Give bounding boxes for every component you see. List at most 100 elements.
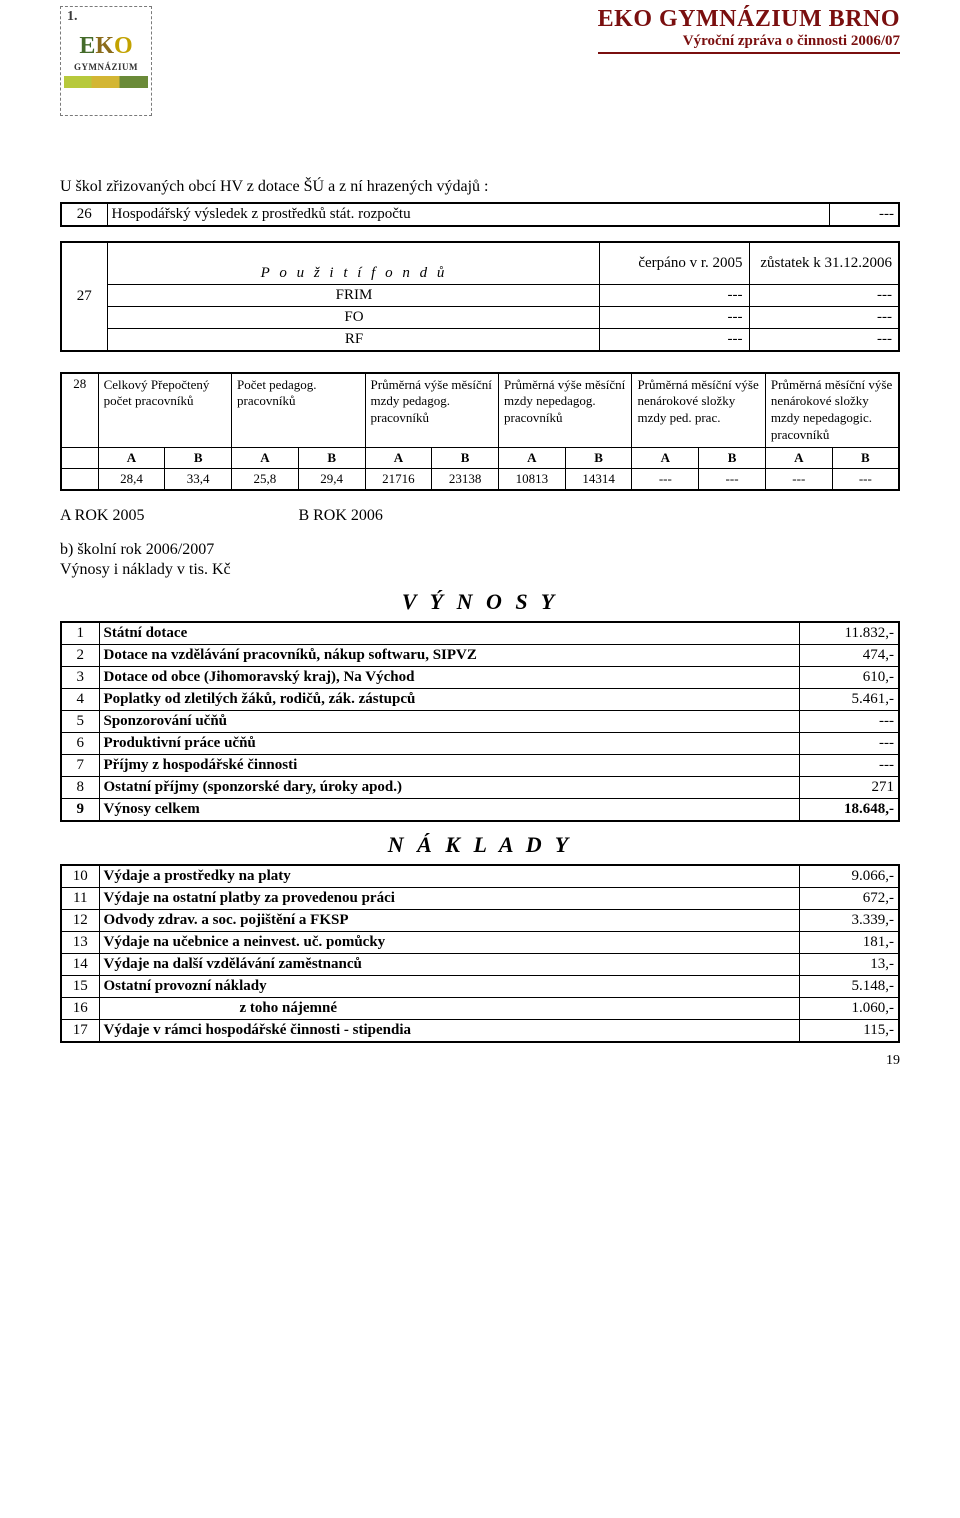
table-row: 27 P o u ž i t í f o n d ů čerpáno v r. … (61, 242, 899, 284)
val: 14314 (565, 469, 632, 491)
colhead: Celkový Přepočtený počet pracovníků (98, 373, 231, 448)
val: --- (632, 469, 699, 491)
ab: B (565, 448, 632, 469)
colhead: Průměrná měsíční výše nenárokové složky … (765, 373, 899, 448)
rok-b: B ROK 2006 (298, 507, 382, 524)
row-number: 17 (61, 1020, 99, 1043)
subhead-b2: Výnosy i náklady v tis. Kč (60, 561, 900, 579)
row-value: 3.339,- (799, 910, 899, 932)
table-row: 8Ostatní příjmy (sponzorské dary, úroky … (61, 777, 899, 799)
table-row: RF --- --- (61, 328, 899, 351)
fondy-row-label: RF (107, 328, 599, 351)
row-value: 672,- (799, 888, 899, 910)
row-number: 9 (61, 799, 99, 822)
val: --- (832, 469, 899, 491)
row-number: 26 (61, 203, 107, 226)
ab: B (165, 448, 232, 469)
row-label: z toho nájemné (99, 998, 799, 1020)
fondy-row-b: --- (749, 306, 899, 328)
fondy-col2: zůstatek k 31.12.2006 (749, 242, 899, 284)
val: 21716 (365, 469, 432, 491)
row-number: 6 (61, 733, 99, 755)
table-row: FRIM --- --- (61, 284, 899, 306)
row-value: 271 (799, 777, 899, 799)
ab: B (699, 448, 766, 469)
table-prum: 28 Celkový Přepočtený počet pracovníků P… (60, 372, 900, 492)
row-label: Příjmy z hospodářské činnosti (99, 755, 799, 777)
colhead: Průměrná měsíční výše nenárokové složky … (632, 373, 765, 448)
table-row: 4Poplatky od zletilých žáků, rodičů, zák… (61, 689, 899, 711)
row-value: 5.461,- (799, 689, 899, 711)
fondy-row-b: --- (749, 284, 899, 306)
fondy-row-b: --- (749, 328, 899, 351)
ab: A (632, 448, 699, 469)
vynosy-title: V Ý N O S Y (60, 589, 900, 615)
row-number: 8 (61, 777, 99, 799)
table-row: 6Produktivní práce učňů--- (61, 733, 899, 755)
val: --- (765, 469, 832, 491)
table-hv: 26 Hospodářský výsledek z prostředků stá… (60, 202, 900, 227)
row-label: Výnosy celkem (99, 799, 799, 822)
row-value: 610,- (799, 667, 899, 689)
row-label: Produktivní práce učňů (99, 733, 799, 755)
table-row: 5Sponzorování učňů--- (61, 711, 899, 733)
header-rule (598, 52, 900, 54)
fondy-row-a: --- (599, 284, 749, 306)
table-row: 14Výdaje na další vzdělávání zaměstnanců… (61, 954, 899, 976)
row-number: 14 (61, 954, 99, 976)
val: 29,4 (298, 469, 365, 491)
row-value: 9.066,- (799, 865, 899, 888)
row-value: --- (829, 203, 899, 226)
colhead: Počet pedagog. pracovníků (232, 373, 365, 448)
table-row: 13Výdaje na učebnice a neinvest. uč. pom… (61, 932, 899, 954)
row-number: 13 (61, 932, 99, 954)
header-title: EKO GYMNÁZIUM BRNO (598, 6, 900, 33)
row-label: Výdaje na další vzdělávání zaměstnanců (99, 954, 799, 976)
row-label: Výdaje v rámci hospodářské činnosti - st… (99, 1020, 799, 1043)
row-label: Ostatní provozní náklady (99, 976, 799, 998)
fondy-row-label: FRIM (107, 284, 599, 306)
row-value: 13,- (799, 954, 899, 976)
ab: B (298, 448, 365, 469)
row-number: 12 (61, 910, 99, 932)
row-number: 28 (61, 373, 98, 448)
table-row: 9Výnosy celkem18.648,- (61, 799, 899, 822)
table-row: 2Dotace na vzdělávání pracovníků, nákup … (61, 645, 899, 667)
ab: A (765, 448, 832, 469)
val: 23138 (432, 469, 499, 491)
logo-top-label: 1. (67, 9, 78, 25)
row-number: 3 (61, 667, 99, 689)
val: 33,4 (165, 469, 232, 491)
table-fondy: 27 P o u ž i t í f o n d ů čerpáno v r. … (60, 241, 900, 352)
row-label: Dotace od obce (Jihomoravský kraj), Na V… (99, 667, 799, 689)
colhead: Průměrná výše měsíční mzdy nepedagog. pr… (498, 373, 631, 448)
ab: A (365, 448, 432, 469)
subhead-b1: b) školní rok 2006/2007 (60, 541, 900, 559)
page-number: 19 (886, 1053, 900, 1069)
row-number: 16 (61, 998, 99, 1020)
val: --- (699, 469, 766, 491)
row-value: --- (799, 733, 899, 755)
fondy-col1: čerpáno v r. 2005 (599, 242, 749, 284)
row-label: Poplatky od zletilých žáků, rodičů, zák.… (99, 689, 799, 711)
row-value: --- (799, 711, 899, 733)
school-logo: 1. EKO GYMNÁZIUM (60, 6, 152, 116)
ab: B (432, 448, 499, 469)
ab: A (232, 448, 299, 469)
row-value: 115,- (799, 1020, 899, 1043)
row-number: 4 (61, 689, 99, 711)
val: 10813 (498, 469, 565, 491)
colhead: Průměrná výše měsíční mzdy pedagog. prac… (365, 373, 498, 448)
intro-paragraph: U škol zřizovaných obcí HV z dotace ŠÚ a… (60, 178, 900, 196)
table-row: 17Výdaje v rámci hospodářské činnosti - … (61, 1020, 899, 1043)
val: 25,8 (232, 469, 299, 491)
fondy-row-a: --- (599, 328, 749, 351)
header-subtitle: Výroční zpráva o činnosti 2006/07 (598, 33, 900, 50)
row-number: 7 (61, 755, 99, 777)
row-value: 1.060,- (799, 998, 899, 1020)
table-row: 26 Hospodářský výsledek z prostředků stá… (61, 203, 899, 226)
row-number: 11 (61, 888, 99, 910)
val: 28,4 (98, 469, 165, 491)
rok-line: A ROK 2005 B ROK 2006 (60, 507, 900, 525)
row-label: Hospodářský výsledek z prostředků stát. … (107, 203, 829, 226)
